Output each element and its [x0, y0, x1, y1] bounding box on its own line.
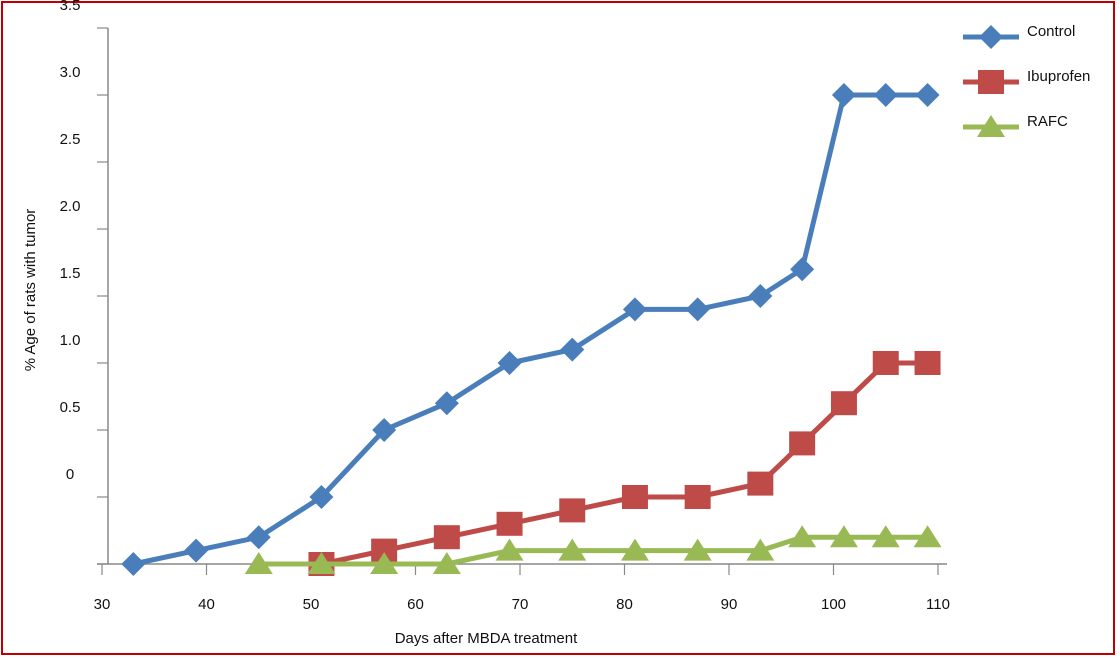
- y-tick-label: 1.5: [60, 265, 81, 282]
- y-axis-title: % Age of rats with tumor: [22, 209, 39, 372]
- chart-legend: Control Ibuprofen RAFC: [963, 23, 1090, 137]
- control-point: [622, 297, 647, 322]
- x-tick-label: 80: [616, 596, 633, 613]
- series-control: [121, 83, 940, 576]
- y-tick-label: 3.5: [60, 0, 81, 14]
- series-layer: [121, 83, 942, 576]
- ibuprofen-point: [747, 471, 774, 496]
- rafc-point: [432, 552, 461, 574]
- legend-rafc-marker: [977, 115, 1005, 137]
- rafc-point: [746, 538, 775, 561]
- ibuprofen-point: [621, 485, 648, 509]
- ibuprofen-point: [830, 391, 857, 416]
- x-tick-label: 90: [721, 596, 738, 613]
- control-point: [790, 257, 815, 282]
- rafc-point: [244, 552, 273, 574]
- y-tick-label: 0: [66, 466, 74, 483]
- control-point: [831, 83, 856, 107]
- x-tick-label: 100: [821, 596, 846, 613]
- x-tick-label: 70: [512, 596, 529, 613]
- x-tick-label: 110: [926, 596, 950, 613]
- ibuprofen-point: [496, 511, 523, 536]
- legend-rafc-label: RAFC: [1027, 113, 1068, 130]
- x-axis-ticks: 30 40 50 60 70 80 90 100 110: [94, 564, 950, 613]
- rafc-point: [788, 525, 817, 548]
- rafc-point: [871, 525, 900, 548]
- ibuprofen-point: [433, 525, 460, 550]
- legend-control-marker: [979, 25, 1003, 49]
- rafc-point: [370, 552, 399, 574]
- y-tick-label: 2.5: [60, 131, 81, 148]
- rafc-line: [258, 534, 928, 567]
- control-point: [560, 337, 585, 362]
- control-point: [372, 418, 397, 442]
- ibuprofen-point: [872, 351, 899, 375]
- control-point: [184, 538, 209, 563]
- y-tick-label: 3.0: [60, 64, 81, 81]
- x-tick-label: 50: [303, 596, 320, 613]
- y-tick-label: 1.0: [60, 332, 81, 349]
- ibuprofen-point: [684, 485, 711, 509]
- x-tick-label: 30: [94, 596, 111, 613]
- control-point: [246, 525, 271, 550]
- rafc-point: [307, 552, 336, 574]
- control-point: [497, 351, 522, 375]
- control-point: [915, 83, 940, 107]
- control-point: [434, 391, 459, 416]
- y-tick-label: 0.5: [60, 399, 81, 416]
- control-point: [685, 297, 710, 322]
- control-point: [121, 552, 146, 576]
- rafc-point: [495, 538, 524, 561]
- y-tick-label: 2.0: [60, 198, 81, 215]
- series-ibuprofen: [308, 351, 941, 576]
- rafc-point: [620, 538, 649, 561]
- rafc-point: [683, 538, 712, 561]
- series-rafc: [244, 525, 942, 574]
- control-point: [873, 83, 898, 107]
- x-axis-title: Days after MBDA treatment: [395, 630, 578, 647]
- legend-control-label: Control: [1027, 23, 1075, 40]
- rafc-point: [558, 538, 587, 561]
- legend-ibuprofen-marker: [978, 70, 1004, 94]
- legend-ibuprofen-label: Ibuprofen: [1027, 68, 1090, 85]
- x-tick-label: 40: [198, 596, 215, 613]
- x-tick-label: 60: [407, 596, 424, 613]
- rafc-point: [913, 525, 942, 548]
- ibuprofen-point: [559, 498, 586, 523]
- control-point: [748, 284, 773, 308]
- ibuprofen-point: [789, 431, 816, 456]
- chart-axes: [97, 28, 947, 565]
- y-axis-ticks: 0 0.5 1.0 1.5 2.0 2.5 3.0 3.5: [60, 0, 108, 565]
- control-line: [132, 92, 928, 567]
- rafc-point: [829, 525, 858, 548]
- control-point: [309, 485, 334, 509]
- ibuprofen-point: [914, 351, 941, 375]
